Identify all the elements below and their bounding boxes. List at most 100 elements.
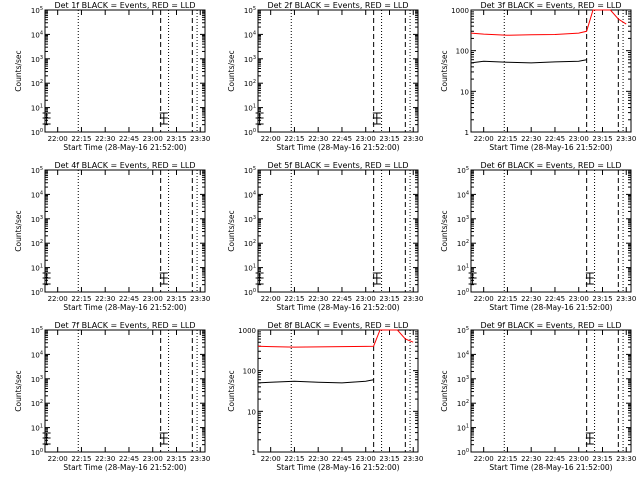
plot-frame [257, 169, 419, 293]
x-tick-label: 22:45 [119, 295, 139, 303]
x-axis-label: Start Time (28-May-16 21:52:00) [276, 463, 399, 472]
y-tick-label: 105 [31, 326, 43, 335]
x-tick-label: 23:15 [592, 135, 612, 143]
panel-det7f: Det 7f BLACK = Events, RED = LLD 100 101 10… [14, 321, 210, 472]
x-tick-label: 22:45 [545, 455, 565, 463]
low-count-glyph [159, 432, 168, 445]
y-tick-label: 104 [31, 190, 43, 199]
y-tick-label: 101 [31, 424, 43, 433]
y-tick-label: 100 [31, 448, 43, 457]
y-tick-label: 1 [252, 449, 256, 457]
series-lld [257, 329, 414, 348]
y-tick-label: 105 [457, 326, 469, 335]
y-tick-label: 101 [244, 104, 256, 113]
x-tick-label: 23:00 [569, 135, 589, 143]
x-tick-label: 23:15 [379, 295, 399, 303]
x-tick-label: 23:30 [616, 295, 636, 303]
panel-det4f: Det 4f BLACK = Events, RED = LLD 100 101 10… [14, 161, 210, 312]
low-count-glyph [585, 432, 594, 445]
y-tick-label: 100 [456, 48, 469, 56]
y-tick-label: 101 [457, 424, 469, 433]
y-tick-label: 104 [31, 350, 43, 359]
y-tick-label: 101 [457, 264, 469, 273]
y-tick-label: 104 [31, 30, 43, 39]
x-tick-label: 22:30 [308, 455, 328, 463]
x-tick-label: 22:30 [95, 295, 115, 303]
x-tick-label: 23:15 [166, 135, 186, 143]
y-tick-label: 105 [244, 6, 256, 15]
x-tick-label: 22:45 [332, 135, 352, 143]
y-tick-label: 100 [457, 448, 469, 457]
x-tick-label: 22:00 [48, 295, 68, 303]
panel-det3f: Det 3f BLACK = Events, RED = LLD 1 10 100 10… [440, 1, 636, 152]
x-tick-label: 23:30 [403, 295, 423, 303]
panel-det5f: Det 5f BLACK = Events, RED = LLD 100 101 10… [227, 161, 423, 312]
plot-frame [44, 329, 206, 453]
y-tick-label: 100 [244, 288, 256, 297]
panel-title: Det 3f BLACK = Events, RED = LLD [480, 1, 621, 10]
x-axis-label: Start Time (28-May-16 21:52:00) [63, 303, 186, 312]
x-tick-label: 22:15 [284, 455, 304, 463]
x-tick-label: 22:00 [48, 455, 68, 463]
panel-title: Det 6f BLACK = Events, RED = LLD [480, 161, 621, 170]
x-tick-label: 22:45 [119, 455, 139, 463]
x-tick-label: 23:00 [356, 135, 376, 143]
x-tick-label: 22:00 [48, 135, 68, 143]
y-tick-label: 104 [244, 30, 256, 39]
y-tick-label: 104 [457, 190, 469, 199]
y-tick-label: 102 [31, 239, 43, 248]
low-count-glyph [372, 112, 381, 125]
x-axis-label: Start Time (28-May-16 21:52:00) [63, 143, 186, 152]
x-tick-label: 22:15 [284, 135, 304, 143]
y-tick-label: 10 [247, 408, 256, 416]
panel-det8f: Det 8f BLACK = Events, RED = LLD 1 10 100 10… [227, 321, 423, 472]
y-tick-label: 100 [457, 288, 469, 297]
x-axis-label: Start Time (28-May-16 21:52:00) [276, 303, 399, 312]
y-tick-label: 102 [244, 79, 256, 88]
y-tick-label: 1000 [451, 7, 469, 15]
x-tick-label: 22:30 [308, 135, 328, 143]
y-tick-label: 105 [244, 166, 256, 175]
x-tick-label: 22:00 [474, 295, 494, 303]
plot-frame [44, 9, 206, 133]
y-tick-label: 103 [457, 375, 469, 384]
x-tick-label: 22:30 [95, 455, 115, 463]
x-tick-label: 23:00 [356, 455, 376, 463]
plot-frame [257, 9, 419, 133]
y-tick-label: 102 [31, 399, 43, 408]
y-tick-label: 104 [244, 190, 256, 199]
y-tick-label: 1000 [238, 327, 256, 335]
y-axis-label: Counts/sec [14, 370, 23, 411]
x-axis-label: Start Time (28-May-16 21:52:00) [489, 303, 612, 312]
low-count-glyph [159, 272, 168, 285]
x-tick-label: 23:00 [143, 455, 163, 463]
x-tick-label: 23:15 [166, 455, 186, 463]
x-tick-label: 22:15 [497, 295, 517, 303]
panel-det9f: Det 9f BLACK = Events, RED = LLD 100 101 10… [440, 321, 636, 472]
x-axis-label: Start Time (28-May-16 21:52:00) [63, 463, 186, 472]
x-tick-label: 23:00 [569, 455, 589, 463]
low-count-glyph [255, 272, 264, 285]
y-tick-label: 101 [244, 264, 256, 273]
x-tick-label: 22:30 [521, 455, 541, 463]
y-tick-label: 10 [460, 88, 469, 96]
x-tick-label: 23:00 [569, 295, 589, 303]
x-tick-label: 22:00 [261, 455, 281, 463]
x-tick-label: 23:15 [166, 295, 186, 303]
panel-title: Det 5f BLACK = Events, RED = LLD [267, 161, 408, 170]
x-tick-label: 23:30 [190, 135, 210, 143]
y-tick-label: 1 [465, 129, 469, 137]
x-tick-label: 22:15 [497, 135, 517, 143]
panel-title: Det 1f BLACK = Events, RED = LLD [54, 1, 195, 10]
y-axis-label: Counts/sec [227, 210, 236, 251]
x-tick-label: 22:30 [308, 295, 328, 303]
low-count-glyph [372, 272, 381, 285]
y-tick-label: 102 [457, 239, 469, 248]
low-count-glyph [42, 432, 51, 445]
x-tick-label: 23:00 [143, 295, 163, 303]
x-tick-label: 23:30 [403, 455, 423, 463]
panel-title: Det 4f BLACK = Events, RED = LLD [54, 161, 195, 170]
x-tick-label: 22:15 [71, 455, 91, 463]
y-tick-label: 105 [31, 6, 43, 15]
plot-frame [44, 169, 206, 293]
